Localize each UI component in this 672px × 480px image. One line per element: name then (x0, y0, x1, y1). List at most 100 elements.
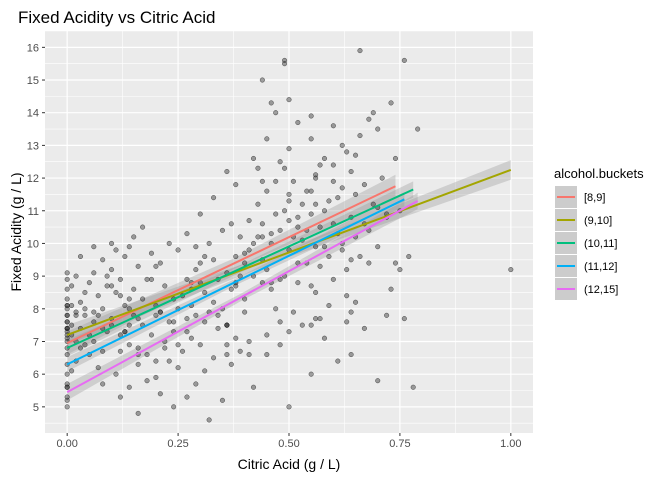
scatter-point (197, 342, 203, 348)
y-tick-label: 7 (33, 336, 39, 348)
scatter-point (144, 378, 150, 384)
scatter-point (153, 312, 159, 318)
scatter-point (379, 175, 385, 181)
scatter-point (317, 263, 323, 269)
scatter-point (64, 312, 70, 318)
scatter-point (273, 178, 279, 184)
scatter-point (211, 195, 217, 201)
x-tick-label: 0.75 (389, 438, 410, 450)
scatter-point (392, 155, 399, 162)
scatter-point (237, 234, 243, 240)
scatter-point (104, 273, 110, 279)
scatter-point (286, 146, 292, 152)
scatter-point (91, 270, 97, 276)
scatter-point (228, 221, 234, 227)
scatter-point (184, 316, 190, 322)
scatter-point (184, 329, 190, 335)
y-tick-label: 15 (27, 75, 39, 87)
scatter-point (166, 240, 172, 246)
scatter-point (126, 322, 132, 328)
scatter-point (104, 283, 110, 289)
scatter-point (273, 110, 279, 116)
y-tick-label: 8 (33, 304, 39, 316)
scatter-point (268, 286, 274, 292)
scatter-point (69, 283, 75, 289)
scatter-point (352, 152, 359, 158)
scatter-point (95, 312, 101, 318)
scatter-point (126, 384, 132, 390)
scatter-point (82, 312, 88, 318)
scatter-point (86, 280, 92, 286)
scatter-point (264, 136, 270, 142)
scatter-point (131, 286, 137, 292)
scatter-point (64, 404, 70, 410)
scatter-point (188, 335, 194, 341)
scatter-point (313, 244, 319, 250)
scatter-point (140, 296, 146, 302)
scatter-point (246, 247, 252, 253)
scatter-point (215, 325, 221, 331)
scatter-point (299, 322, 305, 328)
scatter-point (113, 289, 119, 296)
scatter-point (344, 293, 350, 299)
scatter-point (246, 352, 252, 358)
x-tick-label: 1.00 (500, 438, 521, 450)
scatter-point (206, 240, 212, 246)
scatter-point (122, 302, 128, 309)
scatter-point (202, 253, 208, 260)
scatter-point (308, 136, 314, 142)
scatter-point (348, 352, 354, 358)
y-tick-label: 12 (27, 173, 39, 185)
scatter-point (286, 198, 292, 204)
y-tick-label: 16 (27, 42, 39, 54)
scatter-point (308, 283, 314, 289)
scatter-point (268, 231, 274, 237)
scatter-point (77, 299, 84, 305)
scatter-point (384, 312, 390, 318)
scatter-point (140, 224, 146, 230)
scatter-point (339, 247, 345, 253)
scatter-point (144, 352, 150, 358)
scatter-point (308, 322, 314, 328)
scatter-point (295, 119, 301, 126)
scatter-point (357, 253, 363, 260)
scatter-point (175, 365, 181, 371)
scatter-point (259, 234, 265, 240)
scatter-point (211, 257, 217, 263)
scatter-point (197, 211, 203, 217)
x-tick-label: 0.25 (167, 438, 188, 450)
fit-lines (66, 168, 512, 394)
scatter-point (317, 162, 323, 168)
scatter-point (370, 201, 376, 207)
y-tick-label: 11 (28, 206, 39, 218)
scatter-point (237, 348, 243, 354)
scatter-point (211, 299, 217, 305)
scatter-point (264, 332, 270, 338)
fit-line (66, 198, 405, 366)
scatter-point (144, 276, 150, 282)
scatter-point (308, 371, 314, 377)
scatter-point (375, 378, 381, 384)
scatter-point (313, 316, 319, 322)
scatter-point (255, 234, 261, 240)
scatter-point (117, 293, 123, 299)
scatter-point (366, 116, 372, 122)
scatter-point (202, 368, 208, 374)
scatter-point (117, 276, 123, 282)
scatter-point (357, 133, 363, 139)
scatter-point (148, 276, 155, 282)
scatter-point (117, 394, 123, 400)
scatter-point (264, 188, 270, 194)
scatter-point (352, 299, 359, 305)
scatter-point (157, 260, 163, 266)
scatter-point (313, 172, 319, 178)
scatter-point (277, 319, 283, 325)
x-axis-ticks: 0.00 0.25 0.50 0.75 1.00 (56, 433, 522, 450)
scatter-point (290, 178, 296, 184)
scatter-point (184, 276, 190, 282)
scatter-point (352, 191, 359, 197)
scatter-point (290, 309, 296, 315)
scatter-point (193, 244, 199, 250)
scatter-point (277, 159, 283, 165)
scatter-point (286, 191, 292, 197)
